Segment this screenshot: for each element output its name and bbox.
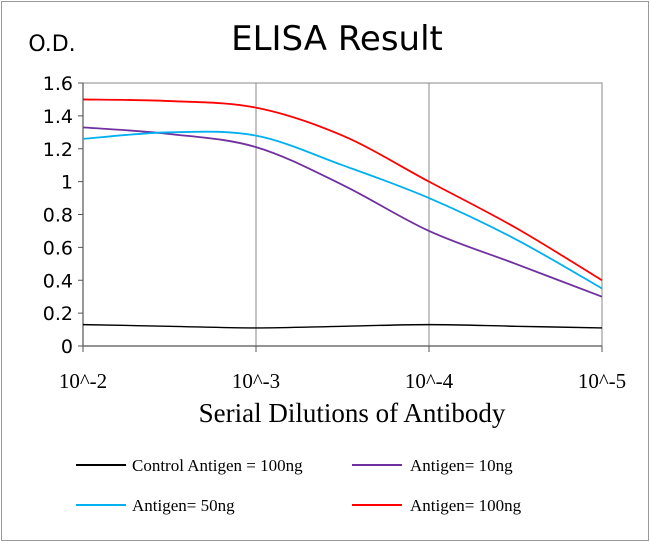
legend-label: Antigen= 50ng (132, 496, 235, 515)
series-line-3 (82, 130, 603, 290)
x-axis-label: Serial Dilutions of Antibody (199, 398, 506, 428)
series-line-4 (82, 98, 603, 282)
x-tick-label: 10^-4 (405, 369, 454, 393)
y-tick-label: 0.2 (43, 303, 73, 325)
series-line-2 (82, 126, 603, 298)
series-line-1 (82, 323, 603, 329)
y-axis-label: O.D. (28, 32, 75, 57)
y-tick-label: 1 (61, 172, 73, 194)
y-tick-label: 0 (61, 336, 73, 358)
series-lines (82, 98, 603, 329)
y-axis-ticks: 0 0.2 0.4 0.6 0.8 1 1.2 1.4 1.6 (43, 73, 83, 358)
x-tick-label: 10^-3 (232, 369, 280, 393)
y-tick-label: 1.4 (43, 106, 73, 128)
chart-title: ELISA Result (231, 19, 443, 59)
y-tick-label: 0.6 (43, 237, 73, 259)
y-tick-label: 0.4 (43, 270, 73, 292)
y-tick-label: 1.6 (43, 73, 73, 95)
legend-label: Antigen= 100ng (410, 496, 522, 515)
x-tick-label: 10^-5 (578, 369, 626, 393)
x-axis-ticks: 10^-2 10^-3 10^-4 10^-5 (59, 346, 626, 393)
plot-area (82, 82, 603, 347)
legend-label: Control Antigen = 100ng (132, 456, 303, 475)
x-tick-label: 10^-2 (59, 369, 107, 393)
legend: Control Antigen = 100ng Antigen= 10ng Anti… (76, 456, 522, 515)
legend-label: Antigen= 10ng (410, 456, 513, 475)
plot-border (82, 82, 603, 347)
y-tick-label: 0.8 (43, 205, 73, 227)
gridlines (255, 83, 603, 346)
y-tick-label: 1.2 (43, 139, 73, 161)
